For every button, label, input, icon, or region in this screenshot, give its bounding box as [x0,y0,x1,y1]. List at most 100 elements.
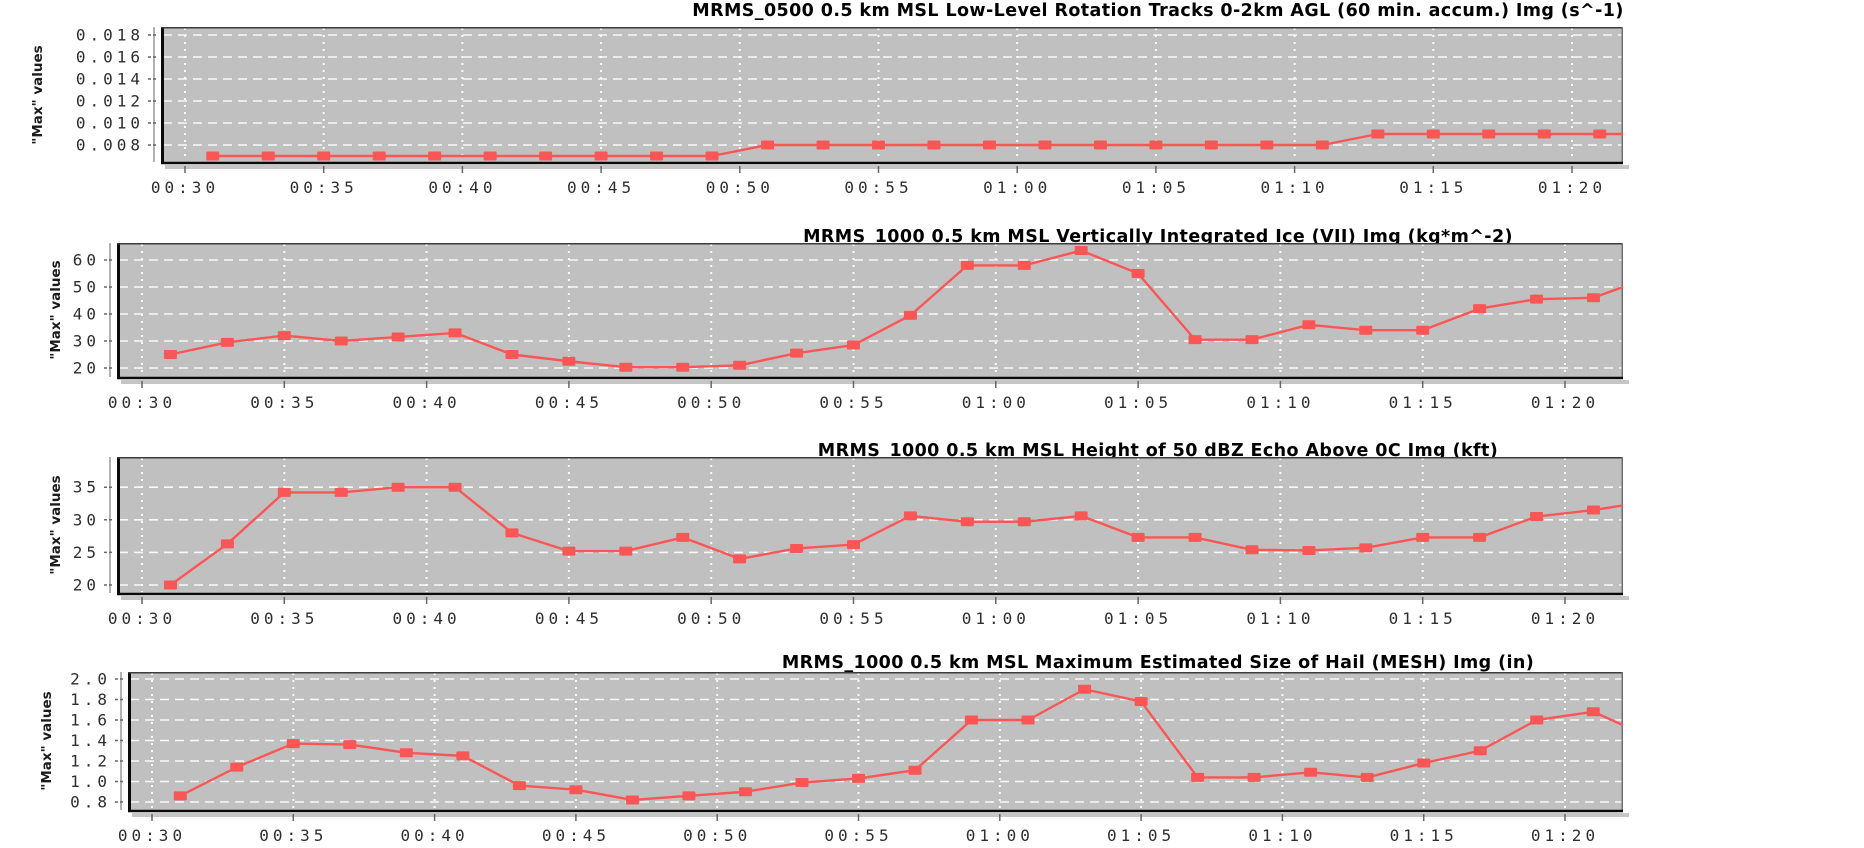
x-tick-label: 00:40 [393,393,461,412]
data-point [960,517,974,527]
data-point [852,773,865,783]
x-tick-label: 00:50 [706,178,774,197]
data-point [1302,320,1316,330]
data-point [790,348,804,358]
x-tick-label: 00:35 [250,609,318,628]
data-point [1074,246,1088,256]
data-point [1586,293,1600,303]
data-point [539,151,553,161]
x-tick-label: 01:10 [1246,393,1314,412]
data-point [448,482,462,492]
data-point [650,151,664,161]
data-point [1245,335,1259,345]
x-tick-label: 00:50 [677,393,745,412]
y-tick-label: 1.6 [70,711,111,730]
chart-title: MRMS_1000 0.5 km MSL Vertically Integrat… [803,227,1513,247]
y-tick-label: 0.012 [76,92,144,111]
data-point [317,151,331,161]
data-point [173,791,187,801]
data-point [1134,697,1148,707]
data-point [872,140,885,150]
data-point [1473,746,1487,756]
data-point [1038,140,1052,150]
x-tick-label: 00:40 [428,178,496,197]
data-point [927,140,941,150]
plot-area [117,243,1623,377]
y-tick-label: 1.4 [70,731,111,750]
x-tick-label: 00:30 [108,609,176,628]
x-tick-label: 01:15 [1389,393,1457,412]
data-point [1473,304,1487,314]
data-point [1371,129,1385,139]
data-point [847,540,860,550]
data-point [1315,140,1329,150]
data-point [391,482,405,492]
data-point [562,356,576,366]
y-tick-label: 2.0 [70,670,111,689]
data-point [903,511,917,521]
y-tick-label: 0.014 [76,70,144,89]
x-tick-label: 00:55 [819,609,887,628]
data-point [562,546,576,556]
x-tick-label: 00:45 [535,393,603,412]
x-tick-label: 01:10 [1246,609,1314,628]
data-point [682,791,696,801]
y-tick-label: 1.2 [70,752,111,771]
y-tick-label: 0.010 [76,114,144,133]
data-point [1530,294,1544,304]
data-point [1078,684,1092,694]
data-point [903,310,917,320]
data-point [619,546,633,556]
y-tick-label: 35 [73,478,100,497]
data-point [505,350,519,359]
data-point [1359,543,1373,553]
chart-section-rotation-tracks: MRMS_0500 0.5 km MSL Low-Level Rotation … [0,0,1864,212]
y-tick-label: 20 [73,576,100,595]
x-tick-label: 00:30 [108,393,176,412]
data-point [334,487,348,497]
x-tick-label: 01:10 [1261,178,1329,197]
data-point [334,336,348,346]
x-tick-label: 01:00 [962,393,1030,412]
chart-title: MRMS_1000 0.5 km MSL Height of 50 dBZ Ec… [817,441,1499,461]
data-point [1426,129,1440,139]
plot-area [117,457,1623,593]
data-point [676,532,690,542]
data-point [286,739,300,749]
data-point [1416,325,1430,335]
chart-title: MRMS_1000 0.5 km MSL Maximum Estimated S… [781,653,1535,673]
plot-shadow [121,380,1629,384]
x-tick-label: 01:00 [966,826,1034,845]
y-tick-label: 0.018 [76,26,144,45]
data-point [277,331,291,341]
data-point [738,787,752,797]
data-point [1593,129,1607,139]
data-point [505,528,519,538]
x-tick-label: 00:30 [118,826,186,845]
data-point [847,340,860,350]
data-point [261,151,275,161]
data-point [1482,129,1496,139]
data-point [569,785,583,795]
chart-canvas: 20 25 30 35 00:30 00:35 00:40 00:45 00:50 00:55 01… [73,457,1629,628]
data-point [1191,772,1205,782]
x-tick-label: 00:50 [677,609,745,628]
x-tick-label: 00:35 [250,393,318,412]
data-point [733,554,747,564]
x-tick-label: 01:00 [962,609,1030,628]
x-tick-label: 00:45 [542,826,610,845]
x-tick-label: 00:35 [290,178,358,197]
data-point [1021,715,1035,725]
data-point [220,337,234,347]
data-point [1204,140,1218,150]
x-tick-label: 00:55 [844,178,912,197]
data-point [1304,767,1318,777]
data-point [1530,715,1544,725]
data-point [625,795,639,805]
x-tick-label: 01:15 [1399,178,1467,197]
data-point [206,151,220,161]
x-tick-label: 01:20 [1538,178,1606,197]
data-point [428,151,442,161]
data-point [1586,707,1600,717]
chart-section-vertically-integrated-ice: MRMS_1000 0.5 km MSL Vertically Integrat… [0,212,1864,424]
